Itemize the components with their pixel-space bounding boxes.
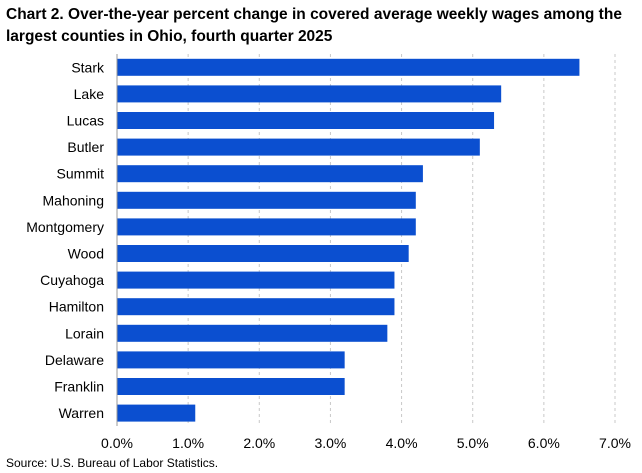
category-label: Summit bbox=[57, 166, 105, 182]
bar-franklin bbox=[117, 378, 345, 395]
category-labels: Stark Lake Lucas Butler Summit Mahoning Montgo… bbox=[26, 59, 105, 421]
bar-warren bbox=[117, 404, 196, 422]
source-note: Source: U.S. Bureau of Labor Statistics. bbox=[6, 456, 219, 470]
category-label: Delaware bbox=[45, 352, 104, 368]
bar-stark bbox=[117, 58, 580, 76]
category-label: Butler bbox=[67, 139, 104, 155]
category-label: Cuyahoga bbox=[40, 272, 104, 288]
x-tick-label: 6.0% bbox=[528, 435, 560, 451]
category-label: Lorain bbox=[65, 325, 104, 341]
category-label: Warren bbox=[59, 405, 104, 421]
bar-lake bbox=[117, 85, 502, 103]
bar-cuyahoga bbox=[117, 271, 395, 289]
chart-title: Chart 2. Over-the-year percent change in… bbox=[6, 6, 622, 45]
category-label: Hamilton bbox=[49, 299, 104, 315]
category-label: Stark bbox=[71, 59, 105, 75]
x-tick-labels: 0.0% 1.0% 2.0% 3.0% 4.0% 5.0% 6.0% 7.0% bbox=[101, 435, 631, 451]
bar-summit bbox=[117, 165, 423, 183]
bars bbox=[117, 58, 580, 422]
bar-butler bbox=[117, 138, 480, 156]
x-tick-label: 3.0% bbox=[314, 435, 346, 451]
x-tick-label: 4.0% bbox=[386, 435, 418, 451]
bar-mahoning bbox=[117, 191, 416, 209]
category-label: Lake bbox=[74, 86, 105, 102]
category-label: Wood bbox=[68, 246, 104, 262]
bar-montgomery bbox=[117, 218, 416, 236]
category-label: Lucas bbox=[67, 113, 104, 129]
bar-lorain bbox=[117, 324, 388, 342]
bar-lucas bbox=[117, 112, 495, 129]
category-label: Mahoning bbox=[43, 192, 105, 208]
bar-wood bbox=[117, 245, 409, 262]
category-label: Montgomery bbox=[26, 219, 104, 235]
x-tick-label: 5.0% bbox=[457, 435, 489, 451]
x-tick-label: 2.0% bbox=[243, 435, 275, 451]
x-tick-label: 7.0% bbox=[599, 435, 631, 451]
bar-hamilton bbox=[117, 298, 395, 316]
bar-delaware bbox=[117, 351, 345, 369]
grid-lines bbox=[187, 54, 616, 426]
category-label: Franklin bbox=[54, 379, 104, 395]
x-tick-label: 0.0% bbox=[101, 435, 133, 451]
x-tick-label: 1.0% bbox=[172, 435, 204, 451]
